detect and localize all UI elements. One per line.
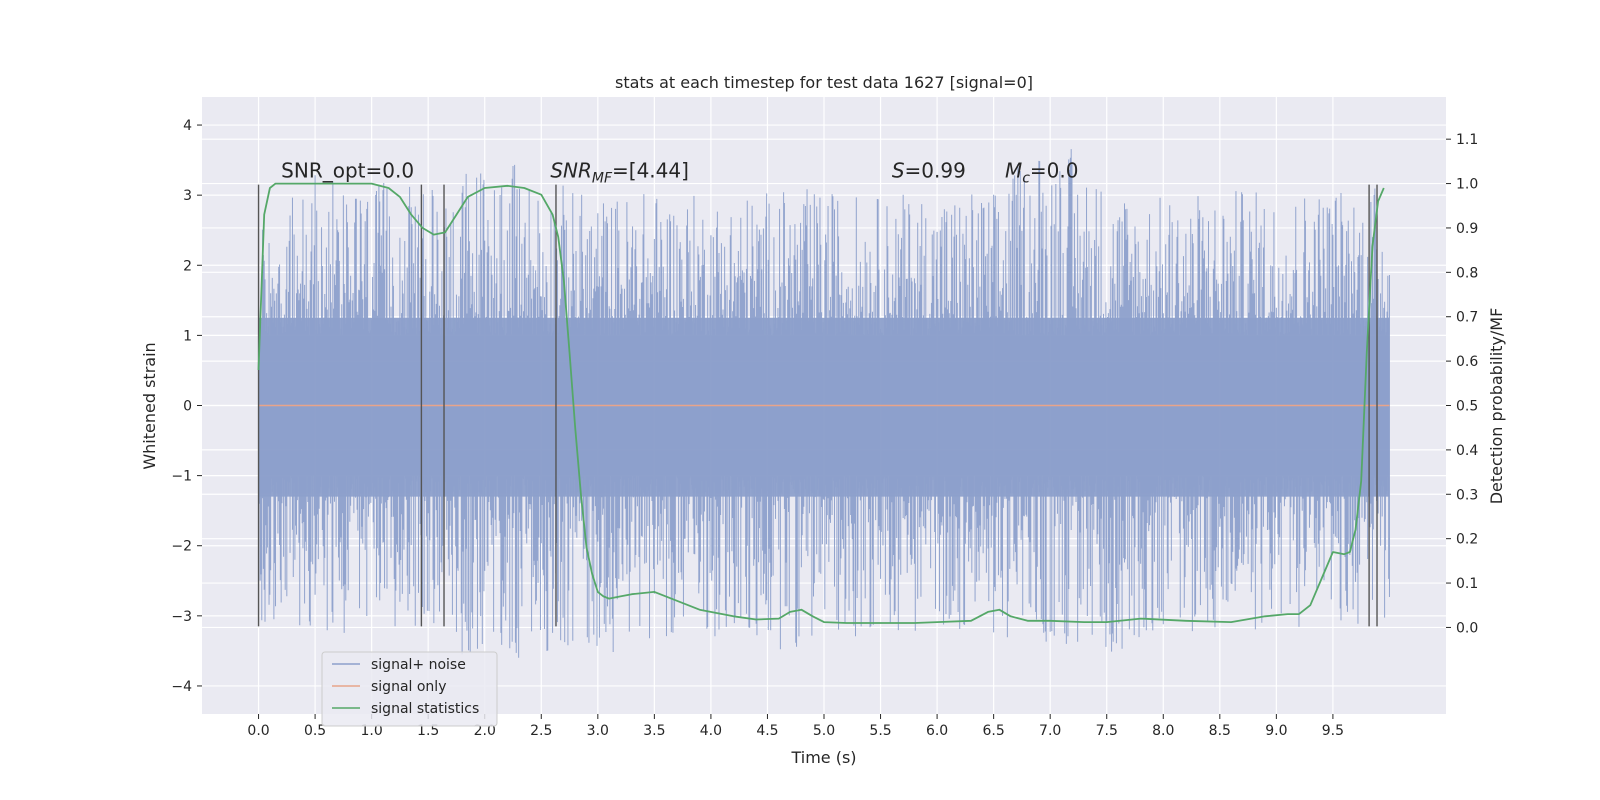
chart-title: stats at each timestep for test data 162… [615,73,1033,92]
legend-label-signal-only: signal only [371,679,446,695]
y-right-tick-label-9: 0.2 [1456,532,1478,548]
annotation-s-val: S=0.99 [892,159,966,183]
y-left-tick-label-8: −4 [171,679,192,695]
legend: signal+ noise signal only signal statist… [321,651,498,727]
legend-box [321,651,498,727]
y-left-tick-label-6: −2 [171,539,192,555]
y-right-tick-label-0: 1.1 [1456,132,1478,148]
x-tick-label-15: 7.5 [1096,723,1118,739]
x-tick-label-18: 9.0 [1265,723,1287,739]
signal-statistics-line [257,182,1385,624]
y-right-tick-label-4: 0.7 [1456,310,1478,326]
x-tick-label-4: 2.0 [474,723,496,739]
x-axis-label: Time (s) [790,748,856,767]
x-tick-label-7: 3.5 [643,723,665,739]
y-right-tick-label-10: 0.1 [1456,576,1478,592]
x-tick-label-2: 1.0 [361,723,383,739]
vertical-marker-lines [257,184,1378,627]
y-left-tick-label-2: 2 [183,258,192,274]
x-tick-label-10: 5.0 [813,723,835,739]
x-tick-label-14: 7.0 [1039,723,1061,739]
y-axis-label-right: Detection probability/MF [1487,308,1506,505]
x-tick-label-5: 2.5 [530,723,552,739]
x-tick-label-19: 9.5 [1322,723,1344,739]
y-right-tick-label-1: 1.0 [1456,177,1478,193]
legend-label-signal-noise: signal+ noise [371,657,466,673]
y-right-tick-label-11: 0.0 [1456,620,1478,636]
y-right-tick-label-3: 0.8 [1456,265,1478,281]
axes: 0.0 0.5 1.0 1.5 2.0 2.5 3.0 3.5 4.0 4.5 5.0 5.5 6.0 6… [171,118,1478,739]
y-left-tick-label-5: −1 [171,469,192,485]
annotation-mc-val: Mc=0.0 [1005,159,1079,187]
y-right-tick-label-7: 0.4 [1456,443,1478,459]
annotation-snr-opt: SNR_opt=0.0 [281,159,414,183]
signal-noise-series [258,149,1390,658]
x-tick-label-1: 0.5 [304,723,326,739]
signal-statistics-series [257,182,1385,624]
x-tick-label-11: 5.5 [869,723,891,739]
y-axis-label-left: Whitened strain [140,342,159,469]
x-tick-label-13: 6.5 [983,723,1005,739]
x-tick-label-12: 6.0 [926,723,948,739]
y-right-tick-label-5: 0.6 [1456,354,1478,370]
y-left-tick-label-4: 0 [183,399,192,415]
y-left-tick-label-3: 1 [183,328,192,344]
x-tick-label-17: 8.5 [1209,723,1231,739]
x-tick-label-9: 4.5 [756,723,778,739]
x-tick-label-6: 3.0 [587,723,609,739]
y-right-tick-label-6: 0.5 [1456,399,1478,415]
x-tick-label-16: 8.0 [1152,723,1174,739]
y-right-tick-label-8: 0.3 [1456,487,1478,503]
x-tick-label-8: 4.0 [700,723,722,739]
annotations: SNR_opt=0.0 SNRMF=[4.44] S=0.99 Mc=0.0 [281,159,1078,187]
y-right-tick-label-2: 0.9 [1456,221,1478,237]
y-left-tick-label-0: 4 [183,118,192,134]
x-tick-label-3: 1.5 [417,723,439,739]
y-left-tick-label-7: −3 [171,609,192,625]
annotation-snr-mf: SNRMF=[4.44] [550,159,689,187]
legend-label-signal-statistics: signal statistics [371,701,479,717]
x-tick-label-0: 0.0 [247,723,269,739]
y-left-tick-label-1: 3 [183,188,192,204]
